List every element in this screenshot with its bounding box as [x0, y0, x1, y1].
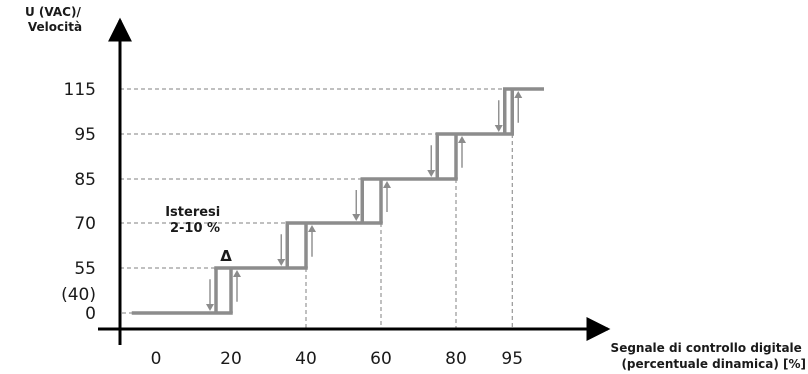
x-tick-label: 20 — [220, 349, 242, 369]
up-arrow-head — [383, 181, 391, 188]
x-tick-label: 80 — [445, 349, 467, 369]
direction-arrows — [206, 91, 523, 311]
hysteresis-annotation: Isteresi 2-10 % — [165, 205, 225, 236]
up-arrow-head — [514, 91, 523, 98]
y-tick-label: 70 — [74, 214, 96, 234]
up-arrow-head — [233, 270, 241, 277]
grid-lines — [120, 88, 513, 329]
y-tick-label: 85 — [74, 170, 96, 190]
hysteresis-annotation-line1: Isteresi — [165, 205, 220, 220]
x-tick-label: 40 — [295, 349, 317, 369]
step-curves — [131, 87, 544, 315]
y-tick-label: 0 — [85, 304, 96, 324]
x-tick-label: 60 — [370, 349, 392, 369]
delta-symbol: Δ — [220, 247, 232, 265]
y-axis-title-line2: Velocità — [28, 20, 82, 34]
x-axis-title-line2: (percentuale dinamica) [%] — [621, 357, 806, 371]
down-arrow-head — [427, 170, 436, 177]
up-arrow-head — [458, 136, 466, 143]
down-arrow-head — [277, 259, 286, 266]
y-tick-label: 115 — [64, 80, 96, 100]
y-tick-label: 55 — [74, 259, 96, 279]
y-tick-label: (40) — [61, 285, 96, 305]
down-arrow-head — [494, 125, 503, 132]
x-axis-title-line1: Segnale di controllo digitale — [611, 341, 802, 355]
x-tick-label: 0 — [151, 349, 162, 369]
up-arrow-head — [308, 225, 316, 232]
y-axis-title: U (VAC)/ Velocità — [25, 5, 85, 34]
x-tick-label: 95 — [501, 349, 523, 369]
down-arrow-head — [352, 214, 361, 221]
x-tick-labels: 0 20 40 60 80 95 — [151, 349, 523, 369]
y-tick-label: 95 — [74, 125, 96, 145]
down-arrow-head — [206, 304, 214, 311]
y-axis-title-line1: U (VAC)/ — [25, 5, 81, 19]
hysteresis-annotation-line2: 2-10 % — [170, 221, 220, 236]
x-axis-title: Segnale di controllo digitale (percentua… — [611, 341, 806, 371]
y-tick-labels: 0(40) 55 70 85 95 115 — [61, 80, 96, 324]
